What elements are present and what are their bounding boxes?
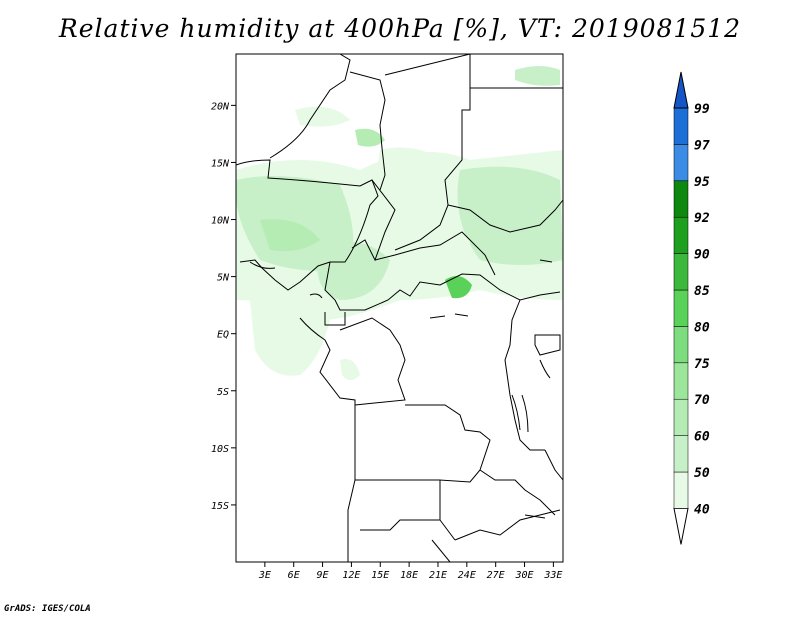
lakes <box>309 259 553 433</box>
map-frame <box>235 53 564 563</box>
colorbar-label: 85 <box>694 284 710 299</box>
colorbar-segment <box>673 471 689 509</box>
grads-credit: GrADS: IGES/COLA <box>4 604 91 614</box>
lat-tick-label: EQ <box>217 330 229 341</box>
colorbar-label: 99 <box>694 102 710 117</box>
lon-tick-label: 15E <box>371 570 389 581</box>
colorbar-segment <box>673 216 689 254</box>
lon-tick-label: 21E <box>429 570 447 581</box>
colorbar-label: 97 <box>694 138 710 153</box>
map-title: Relative humidity at 400hPa [%], VT: 201… <box>58 14 742 43</box>
colorbar-segment <box>673 326 689 364</box>
colorbar-label: 50 <box>694 466 710 481</box>
lat-tick-label: 10S <box>211 444 229 455</box>
lon-tick-label: 30E <box>514 570 533 581</box>
lat-tick-label: 15N <box>211 158 230 169</box>
colorbar-segment <box>673 144 689 182</box>
colorbar-label: 90 <box>694 248 710 263</box>
colorbar-segment <box>673 398 689 436</box>
lon-tick-label: 9E <box>317 570 329 581</box>
colorbar-segment <box>673 107 689 145</box>
lon-tick-label: 6E <box>288 570 300 581</box>
lon-axis: 3E 6E 9E 12E 15E 18E 21E 24E 27E 30E 33E <box>258 562 562 581</box>
colorbar-segment <box>673 289 689 327</box>
colorbar-label: 70 <box>694 393 710 408</box>
colorbar-label: 60 <box>694 430 710 445</box>
colorbar-segment <box>673 362 689 400</box>
lon-tick-label: 33E <box>543 570 562 581</box>
lat-tick-label: 10N <box>211 216 230 227</box>
colorbar-label: 95 <box>694 175 710 190</box>
colorbar: 40 50 60 70 75 80 85 90 92 95 97 99 <box>673 71 710 545</box>
lon-tick-label: 18E <box>400 570 418 581</box>
colorbar-label: 92 <box>694 211 710 226</box>
colorbar-segment <box>673 435 689 473</box>
lat-tick-label: 15S <box>211 501 229 512</box>
lat-tick-label: 5S <box>217 387 229 398</box>
lat-axis: 20N 15N 10N 5N EQ 5S 10S 15S <box>211 101 236 512</box>
lat-tick-label: 5N <box>217 273 230 284</box>
lon-tick-label: 3E <box>258 570 271 581</box>
lon-tick-label: 24E <box>458 570 476 581</box>
colorbar-label: 80 <box>694 320 710 335</box>
lat-tick-label: 20N <box>211 101 230 112</box>
humidity-shading <box>236 54 563 562</box>
lon-tick-label: 27E <box>487 570 505 581</box>
lon-tick-label: 12E <box>342 570 360 581</box>
colorbar-label: 40 <box>694 502 710 517</box>
colorbar-segment <box>673 180 689 218</box>
colorbar-label: 75 <box>694 357 710 372</box>
colorbar-upper-arrow <box>673 71 689 109</box>
colorbar-lower-arrow <box>673 507 689 545</box>
country-borders <box>236 54 563 562</box>
colorbar-segment <box>673 253 689 291</box>
